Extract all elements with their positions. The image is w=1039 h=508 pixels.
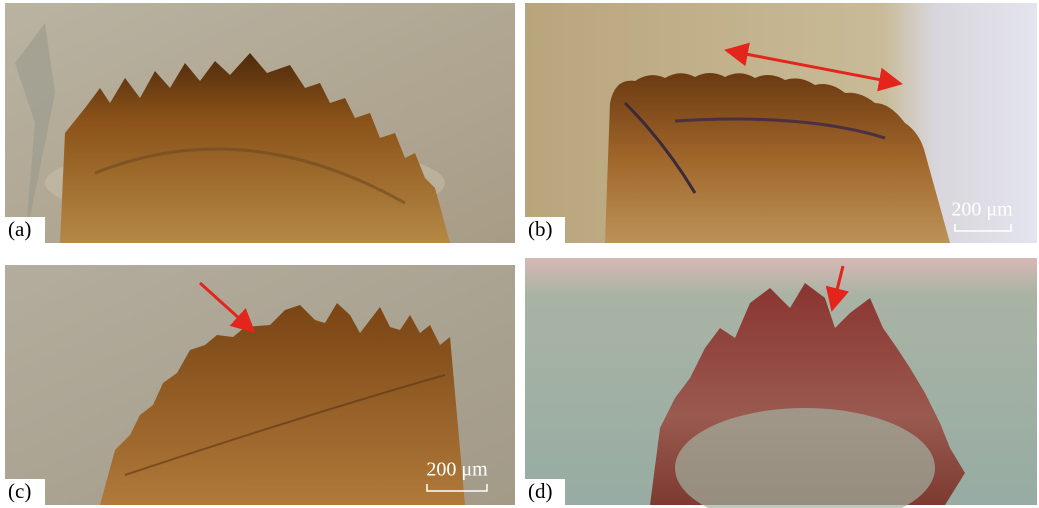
panel-label: (b) <box>528 217 553 241</box>
panel-label: (d) <box>528 479 553 503</box>
panel-a: (a) <box>5 3 515 243</box>
figure: (a) 200 μm (b) 200 μm (c) (d) <box>0 0 1039 508</box>
scale-bar-label: 200 μm <box>951 199 1013 221</box>
panel-c: 200 μm (c) <box>5 265 515 505</box>
panel-label: (c) <box>8 479 31 503</box>
panel-b: 200 μm (b) <box>525 3 1037 243</box>
panel-label: (a) <box>8 217 31 241</box>
panel-d: (d) <box>525 258 1037 508</box>
scale-bar-label: 200 μm <box>426 459 488 481</box>
